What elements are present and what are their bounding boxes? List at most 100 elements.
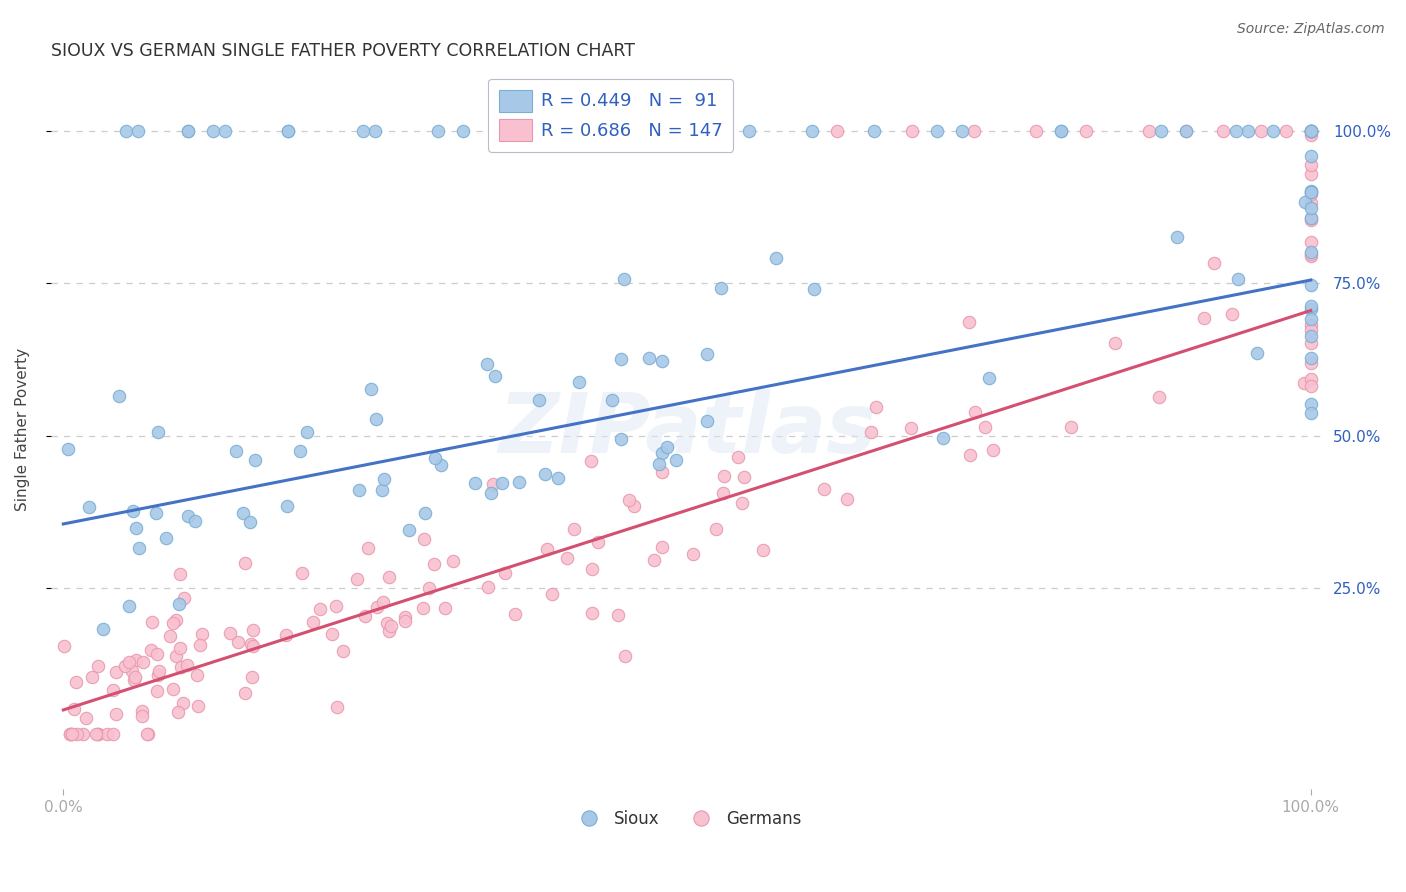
Point <box>1299 186 1322 201</box>
Point <box>1299 123 1322 137</box>
Point <box>104 707 127 722</box>
Point <box>84 727 107 741</box>
Point <box>1076 123 1098 137</box>
Point <box>1225 123 1247 137</box>
Point <box>1137 123 1160 137</box>
Point <box>1299 186 1322 200</box>
Point <box>242 639 264 653</box>
Point <box>308 602 330 616</box>
Point <box>536 541 558 556</box>
Point <box>950 123 973 137</box>
Point <box>551 123 574 137</box>
Point <box>107 389 129 403</box>
Point <box>557 550 579 565</box>
Point <box>276 628 298 642</box>
Point <box>155 531 177 545</box>
Point <box>96 727 118 741</box>
Point <box>394 610 416 624</box>
Point <box>900 123 922 137</box>
Point <box>59 727 82 741</box>
Point <box>1263 123 1285 137</box>
Point <box>1299 312 1322 326</box>
Point <box>242 623 264 637</box>
Point <box>172 696 194 710</box>
Point <box>1050 123 1073 137</box>
Point <box>364 412 387 426</box>
Point <box>332 644 354 658</box>
Point <box>357 541 380 555</box>
Point <box>1246 345 1268 359</box>
Point <box>1060 419 1083 434</box>
Point <box>1299 356 1322 370</box>
Point <box>1299 211 1322 226</box>
Point <box>1299 248 1322 262</box>
Point <box>696 347 718 361</box>
Point <box>477 581 499 595</box>
Point <box>148 425 170 439</box>
Point <box>201 123 224 137</box>
Point <box>588 535 610 549</box>
Point <box>547 471 569 485</box>
Point <box>1204 256 1226 270</box>
Point <box>366 599 388 614</box>
Point <box>82 670 104 684</box>
Point <box>1299 123 1322 137</box>
Point <box>1147 390 1170 404</box>
Point <box>394 614 416 628</box>
Point <box>326 700 349 714</box>
Point <box>415 506 437 520</box>
Point <box>1299 246 1322 260</box>
Point <box>364 123 387 137</box>
Point <box>1175 123 1198 137</box>
Point <box>1237 123 1260 137</box>
Point <box>464 476 486 491</box>
Point <box>139 643 162 657</box>
Point <box>1299 299 1322 313</box>
Point <box>730 496 752 510</box>
Point <box>148 664 170 678</box>
Point <box>186 668 208 682</box>
Point <box>169 641 191 656</box>
Point <box>131 708 153 723</box>
Point <box>360 382 382 396</box>
Point <box>380 619 402 633</box>
Point <box>1275 123 1298 137</box>
Point <box>56 442 79 456</box>
Point <box>1226 272 1249 286</box>
Point <box>302 615 325 629</box>
Point <box>375 616 398 631</box>
Point <box>860 425 883 440</box>
Point <box>1299 149 1322 163</box>
Point <box>169 567 191 582</box>
Point <box>173 591 195 606</box>
Point <box>118 599 141 614</box>
Point <box>863 123 886 137</box>
Point <box>600 393 623 408</box>
Point <box>704 522 727 536</box>
Point <box>125 521 148 535</box>
Point <box>167 597 190 611</box>
Point <box>214 123 236 137</box>
Point <box>651 354 673 368</box>
Point <box>491 475 513 490</box>
Point <box>60 727 83 741</box>
Point <box>973 420 995 434</box>
Point <box>325 599 347 613</box>
Point <box>146 684 169 698</box>
Point <box>65 674 87 689</box>
Point <box>1299 318 1322 332</box>
Point <box>146 647 169 661</box>
Point <box>503 607 526 621</box>
Legend: Sioux, Germans: Sioux, Germans <box>565 804 808 835</box>
Point <box>1299 123 1322 137</box>
Point <box>166 706 188 720</box>
Point <box>190 626 212 640</box>
Point <box>1192 311 1215 326</box>
Point <box>1299 351 1322 365</box>
Point <box>710 281 733 295</box>
Point <box>62 702 84 716</box>
Point <box>562 522 585 536</box>
Point <box>1299 328 1322 343</box>
Point <box>87 659 110 673</box>
Point <box>1299 302 1322 317</box>
